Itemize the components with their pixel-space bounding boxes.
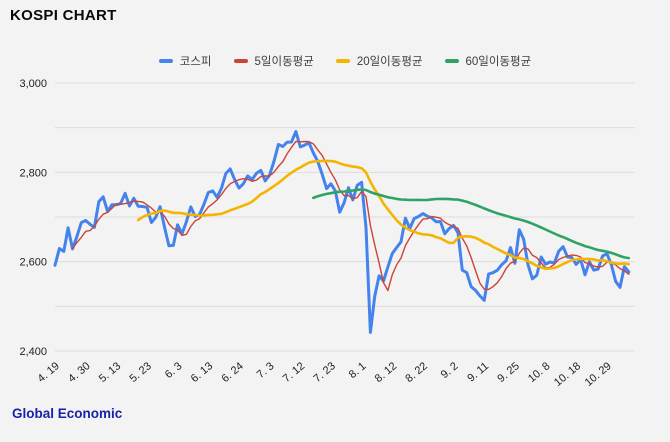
- ma20-line-swatch-icon: [335, 59, 350, 63]
- svg-text:7. 3: 7. 3: [255, 360, 277, 381]
- page-title: KOSPI CHART: [10, 7, 117, 24]
- series-line-코스피: [53, 130, 631, 334]
- svg-text:8. 22: 8. 22: [403, 360, 429, 385]
- svg-text:9. 2: 9. 2: [439, 360, 461, 381]
- legend-item-ma60: 60일이동평균: [444, 53, 532, 69]
- svg-text:9. 11: 9. 11: [465, 360, 491, 384]
- svg-text:8. 1: 8. 1: [347, 360, 369, 381]
- svg-text:10. 8: 10. 8: [526, 360, 552, 385]
- svg-text:5. 13: 5. 13: [97, 360, 123, 385]
- svg-text:2,800: 2,800: [19, 167, 47, 179]
- ma5-line-swatch-icon: [233, 59, 248, 63]
- svg-text:9. 25: 9. 25: [495, 360, 521, 385]
- svg-text:6. 13: 6. 13: [189, 360, 215, 385]
- svg-text:10. 18: 10. 18: [552, 360, 583, 389]
- svg-text:4. 19: 4. 19: [35, 360, 61, 385]
- svg-text:6. 24: 6. 24: [219, 360, 245, 385]
- series-line-60일이동평균: [312, 188, 631, 260]
- series-lines: [53, 130, 631, 334]
- svg-text:5. 23: 5. 23: [127, 360, 153, 385]
- legend-label: 코스피: [179, 56, 212, 68]
- ma60-line-swatch-icon: [444, 59, 459, 63]
- svg-text:10. 29: 10. 29: [583, 360, 614, 389]
- legend-label: 60일이동평균: [465, 56, 532, 68]
- series-line-20일이동평균: [136, 159, 631, 271]
- legend-label: 20일이동평균: [356, 56, 423, 68]
- chart-legend: 코스피 5일이동평균 20일이동평균 60일이동평균: [55, 53, 635, 69]
- legend-item-ma20: 20일이동평균: [335, 53, 423, 69]
- svg-text:2,400: 2,400: [19, 346, 47, 358]
- kospi-line-swatch-icon: [158, 59, 173, 63]
- y-axis-labels: 2,400 2,600 2,800 3,000: [19, 78, 47, 358]
- gridlines: [55, 82, 635, 352]
- x-axis-labels: 4. 19 4. 30 5. 13 5. 23 6. 3 6. 13 6. 24 7. 3 7.…: [35, 360, 613, 389]
- source-credit: Global Economic: [12, 406, 123, 421]
- legend-label: 5일이동평균: [254, 56, 314, 68]
- svg-text:4. 30: 4. 30: [66, 360, 92, 385]
- svg-text:7. 12: 7. 12: [281, 360, 307, 385]
- svg-text:7. 23: 7. 23: [311, 360, 337, 385]
- legend-item-ma5: 5일이동평균: [233, 53, 314, 69]
- series-line-5일이동평균: [71, 140, 630, 292]
- svg-text:6. 3: 6. 3: [163, 360, 185, 381]
- svg-text:2,600: 2,600: [19, 257, 47, 269]
- svg-text:3,000: 3,000: [19, 78, 47, 90]
- legend-item-kospi: 코스피: [158, 53, 212, 69]
- svg-text:8. 12: 8. 12: [373, 360, 399, 385]
